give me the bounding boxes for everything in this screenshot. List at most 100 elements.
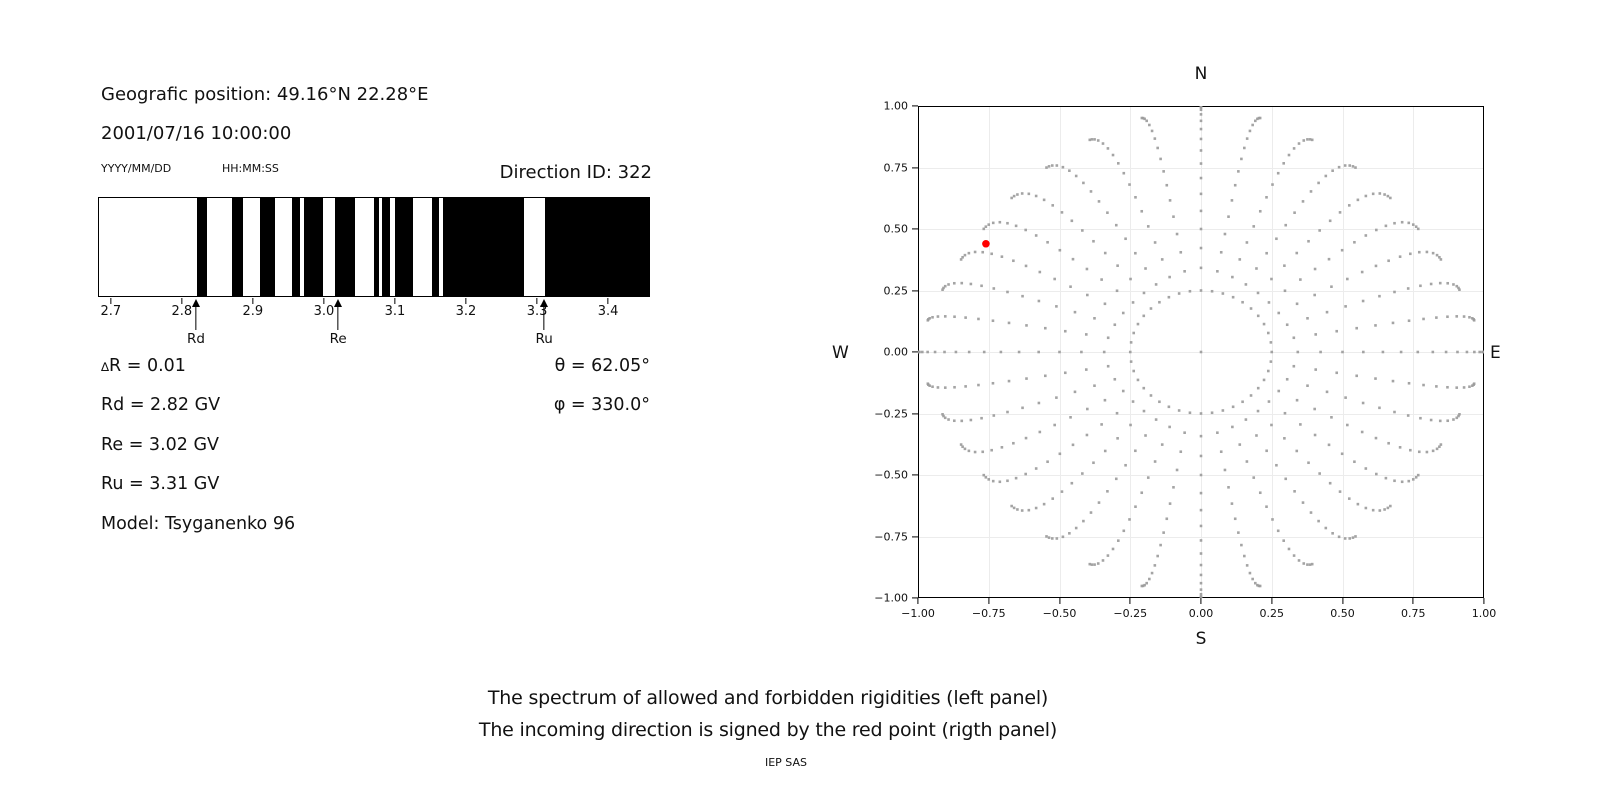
inner-ring-dot xyxy=(1266,369,1270,373)
ray-dot xyxy=(1378,192,1382,195)
ray-dot xyxy=(1199,588,1203,591)
ray-dot xyxy=(1244,418,1248,421)
ray-dot xyxy=(1362,350,1365,354)
ray-dot xyxy=(1419,416,1422,420)
ray-dot xyxy=(1282,162,1286,165)
ray-dot xyxy=(1024,436,1028,440)
spectrum-tick-label: 3.0 xyxy=(313,304,335,319)
ray-dot xyxy=(1407,479,1411,483)
y-axis-tick-label: 0.75 xyxy=(883,161,909,174)
ray-dot xyxy=(1055,396,1058,399)
ray-dot xyxy=(1223,232,1227,236)
ray-dot xyxy=(980,416,983,420)
gridline-horizontal xyxy=(918,167,1484,169)
ray-dot xyxy=(1471,317,1474,320)
ray-dot xyxy=(1254,119,1257,123)
ray-dot xyxy=(973,450,977,454)
ray-dot xyxy=(1243,146,1246,150)
ray-dot xyxy=(1296,350,1300,354)
ray-dot xyxy=(1024,264,1028,268)
spectrum-tick xyxy=(607,298,609,304)
ray-dot xyxy=(1381,350,1385,354)
ray-dot xyxy=(1199,149,1203,152)
ray-dot xyxy=(1111,153,1115,157)
spectrum-tick xyxy=(465,298,467,304)
ray-dot xyxy=(1482,350,1484,354)
ray-dot xyxy=(1103,251,1107,255)
ray-dot xyxy=(1050,164,1054,167)
ray-dot xyxy=(1053,277,1056,281)
ray-dot xyxy=(1106,211,1109,214)
ray-dot xyxy=(1468,315,1471,319)
ray-dot xyxy=(1435,385,1438,388)
re-value: Re = 3.02 GV xyxy=(101,435,219,455)
ray-dot xyxy=(1248,571,1252,575)
ray-dot xyxy=(984,225,988,228)
ray-dot xyxy=(1145,119,1148,123)
allowed-rigidity-bar xyxy=(303,198,324,296)
ray-dot xyxy=(943,315,947,318)
ray-dot xyxy=(1360,270,1364,274)
ray-dot xyxy=(1092,239,1095,243)
ray-dot xyxy=(1389,196,1392,200)
ray-dot xyxy=(1055,537,1059,540)
ray-dot xyxy=(990,448,993,452)
ray-dot xyxy=(1006,290,1009,294)
cutoff-arrow-line xyxy=(195,306,197,330)
ray-dot xyxy=(1199,137,1203,141)
inner-ring-dot xyxy=(1221,409,1225,412)
inner-ring-dot xyxy=(1270,350,1274,354)
inner-ring-dot xyxy=(1199,289,1203,292)
inner-ring-dot xyxy=(1158,300,1161,304)
ray-dot xyxy=(1335,371,1339,375)
y-axis-tick xyxy=(912,597,918,599)
ray-dot xyxy=(1456,350,1459,354)
ray-dot xyxy=(1393,410,1396,414)
ray-dot xyxy=(1419,284,1422,288)
ray-dot xyxy=(1060,490,1064,493)
ray-dot xyxy=(1391,321,1395,325)
x-axis-tick xyxy=(1483,598,1485,604)
x-axis-tick xyxy=(1341,598,1344,604)
cutoff-marker-label: Re xyxy=(329,331,347,347)
ray-dot xyxy=(1478,350,1482,354)
ray-dot xyxy=(1058,248,1062,252)
ray-dot xyxy=(1407,381,1411,385)
inner-ring-dot xyxy=(1256,386,1260,390)
ray-dot xyxy=(1306,317,1309,320)
ray-dot xyxy=(1233,517,1237,521)
datetime-text: 2001/07/16 10:00:00 xyxy=(101,123,292,144)
ray-dot xyxy=(1277,311,1281,315)
ray-dot xyxy=(1230,502,1234,505)
ray-dot xyxy=(959,258,963,261)
inner-ring-dot xyxy=(1142,314,1146,318)
ray-dot xyxy=(1113,323,1117,327)
ray-dot xyxy=(1347,497,1351,500)
cutoff-marker-label: Rd xyxy=(187,331,206,347)
rigidity-spectrum-panel: 2.7 2.8 2.9 3.0 3.1 3.2 3.3 3.4 Rd Re Ru xyxy=(98,197,650,347)
ray-dot xyxy=(1416,227,1420,231)
ray-dot xyxy=(1276,529,1280,533)
compass-west-label: W xyxy=(832,343,849,363)
ray-dot xyxy=(947,418,950,421)
ray-dot xyxy=(1114,223,1118,227)
ray-dot xyxy=(1156,146,1159,150)
ray-dot xyxy=(1283,411,1287,415)
ray-dot xyxy=(941,288,944,291)
ray-dot xyxy=(1103,398,1107,402)
rd-value: Rd = 2.82 GV xyxy=(101,395,221,415)
ray-dot xyxy=(1313,433,1317,437)
ray-dot xyxy=(1106,554,1110,557)
ray-dot xyxy=(1361,299,1365,303)
ray-dot xyxy=(998,220,1002,224)
x-axis-tick-label: −0.25 xyxy=(1113,607,1148,620)
ray-dot xyxy=(984,476,988,479)
ray-dot xyxy=(1093,563,1096,566)
ray-dot xyxy=(1383,193,1386,196)
ray-dot xyxy=(1391,379,1395,383)
ray-dot xyxy=(1319,350,1322,354)
ray-dot xyxy=(1356,198,1360,202)
ray-dot xyxy=(1356,502,1360,506)
ray-dot xyxy=(999,350,1003,354)
ray-dot xyxy=(1375,472,1378,476)
